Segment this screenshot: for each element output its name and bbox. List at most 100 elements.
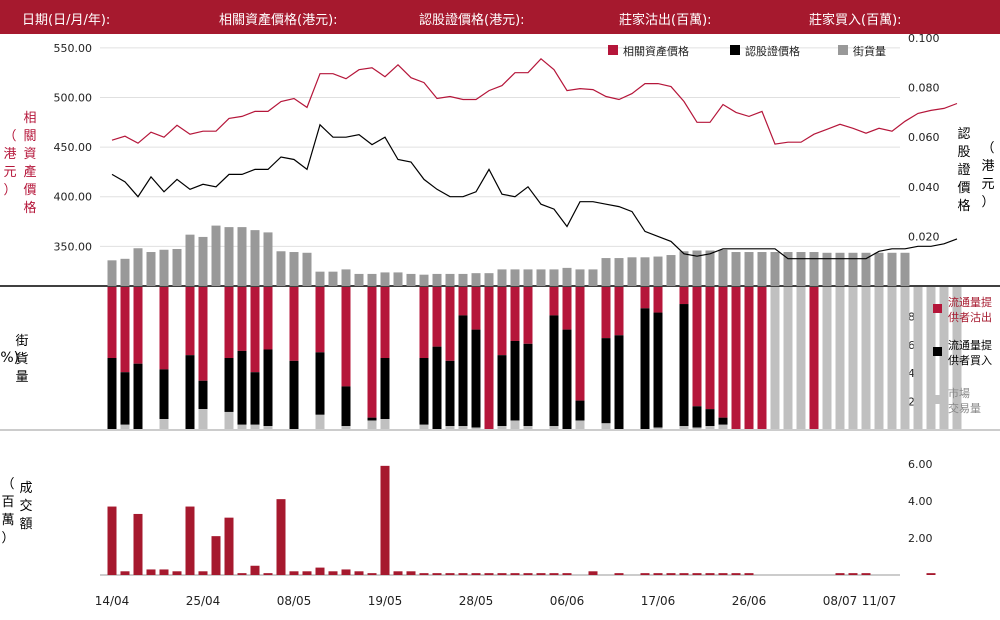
turnover-bar <box>510 573 520 575</box>
x-tick-label: 25/04 <box>186 594 221 608</box>
outstanding-bar <box>887 252 897 286</box>
turnover-bar <box>705 573 715 575</box>
mm-sell-label: 莊家沽出(百萬): <box>619 13 712 28</box>
turnover-bar <box>198 571 208 575</box>
turnover-bar <box>471 573 481 575</box>
market-volume-bar <box>705 426 715 429</box>
outstanding-bar <box>471 273 481 286</box>
legend-label: 認股證價格 <box>745 44 800 58</box>
market-volume-bar <box>874 287 884 429</box>
mm-sell-bar <box>510 287 520 341</box>
mm-buy-bar <box>367 417 377 421</box>
market-volume-bar <box>796 287 806 429</box>
mm-buy-bar <box>562 329 572 429</box>
market-volume-bar <box>900 287 910 429</box>
right-tick-label: 0.060 <box>908 131 940 144</box>
market-volume-bar <box>913 287 923 429</box>
market-volume-bar <box>861 287 871 429</box>
turnover-bar <box>666 573 676 575</box>
market-volume-bar <box>952 287 962 429</box>
turnover-bar <box>302 571 312 575</box>
mm-sell-bar <box>250 287 260 373</box>
outstanding-bar <box>848 252 858 286</box>
mm-buy-bar <box>458 315 468 427</box>
mm-buy-bar <box>289 360 299 429</box>
market-volume-bar <box>848 287 858 429</box>
outstanding-bar <box>523 269 533 286</box>
turnover-bar <box>432 573 442 575</box>
right-axis-unit-char: 港 <box>981 159 994 174</box>
outstanding-bar <box>679 251 689 286</box>
turnover-bar <box>328 571 338 575</box>
turnover-tick-label: 6.00 <box>908 458 933 471</box>
turnover-axis-title-char: 額 <box>19 517 32 532</box>
mm-buy-bar <box>133 363 143 429</box>
outstanding-bar <box>757 252 767 286</box>
outstanding-bar <box>809 252 819 286</box>
left-tick-label: 450.00 <box>54 141 93 154</box>
mm-sell-bar <box>731 287 741 429</box>
mm-sell-bar <box>133 287 143 364</box>
legend-swatch <box>838 45 848 55</box>
mm-buy-bar <box>614 335 624 429</box>
turnover-bar <box>250 565 260 575</box>
market-volume-bar <box>367 420 377 429</box>
market-volume-bar <box>692 427 702 429</box>
turnover-bar <box>393 571 403 575</box>
outstanding-bar <box>198 236 208 286</box>
outstanding-bar <box>289 252 299 286</box>
date-label: 日期(日/月/年): <box>22 13 111 28</box>
turnover-bar <box>380 465 390 575</box>
right-axis-title-char: 股 <box>957 145 970 160</box>
turnover-bar <box>523 573 533 575</box>
mm-sell-bar <box>614 287 624 336</box>
outstanding-bar <box>718 249 728 286</box>
turnover-axis-unit-char: ） <box>1 531 14 546</box>
right-axis-title-char: 證 <box>957 162 970 178</box>
mm-buy-bar <box>718 417 728 425</box>
mm-sell-bar <box>107 287 117 358</box>
outstanding-bar <box>211 225 221 286</box>
warrant-price-label: 認股證價格(港元): <box>419 13 525 28</box>
mm-buy-bar <box>224 358 234 412</box>
outstanding-bar <box>731 252 741 286</box>
turnover-bar <box>744 573 754 575</box>
mm-buy-bar <box>185 355 195 429</box>
outstanding-bar <box>601 258 611 286</box>
legend-swatch <box>933 304 942 313</box>
outstanding-bar <box>666 255 676 286</box>
header-bar: 日期(日/月/年): 相關資產價格(港元): 認股證價格(港元): 莊家沽出(百… <box>0 0 1000 34</box>
turnover-bar <box>549 573 559 575</box>
mm-buy-bar <box>601 338 611 424</box>
outstanding-bar <box>250 230 260 286</box>
legend-label: 供者沽出 <box>948 310 992 324</box>
mm-buy-bar <box>679 304 689 427</box>
turnover-bar <box>107 506 117 575</box>
legend-swatch <box>730 45 740 55</box>
turnover-bar <box>484 573 494 575</box>
mm-sell-bar <box>497 287 507 356</box>
turnover-axis-unit-char: （ <box>1 477 14 492</box>
right-tick-label: 0.080 <box>908 82 940 95</box>
mm-buy-bar <box>471 329 481 428</box>
turnover-bar <box>315 567 325 575</box>
outstanding-bar <box>146 252 156 286</box>
turnover-bar <box>458 573 468 575</box>
turnover-bar <box>926 573 936 575</box>
mm-sell-bar <box>523 287 533 344</box>
mm-sell-bar <box>120 287 130 373</box>
turnover-bar <box>679 573 689 575</box>
outstanding-bar <box>276 251 286 286</box>
turnover-bar <box>588 571 598 575</box>
market-volume-bar <box>159 419 169 429</box>
outstanding-bar <box>172 249 182 286</box>
market-volume-bar <box>263 426 273 429</box>
outstanding-bar <box>692 250 702 286</box>
outstanding-bar <box>224 227 234 286</box>
left-tick-label: 350.00 <box>54 240 93 253</box>
market-volume-bar <box>380 419 390 429</box>
turnover-bar <box>653 573 663 575</box>
outstanding-bar <box>380 272 390 286</box>
percent-axis-unit: (%) <box>0 350 19 366</box>
mm-sell-bar <box>744 287 754 429</box>
